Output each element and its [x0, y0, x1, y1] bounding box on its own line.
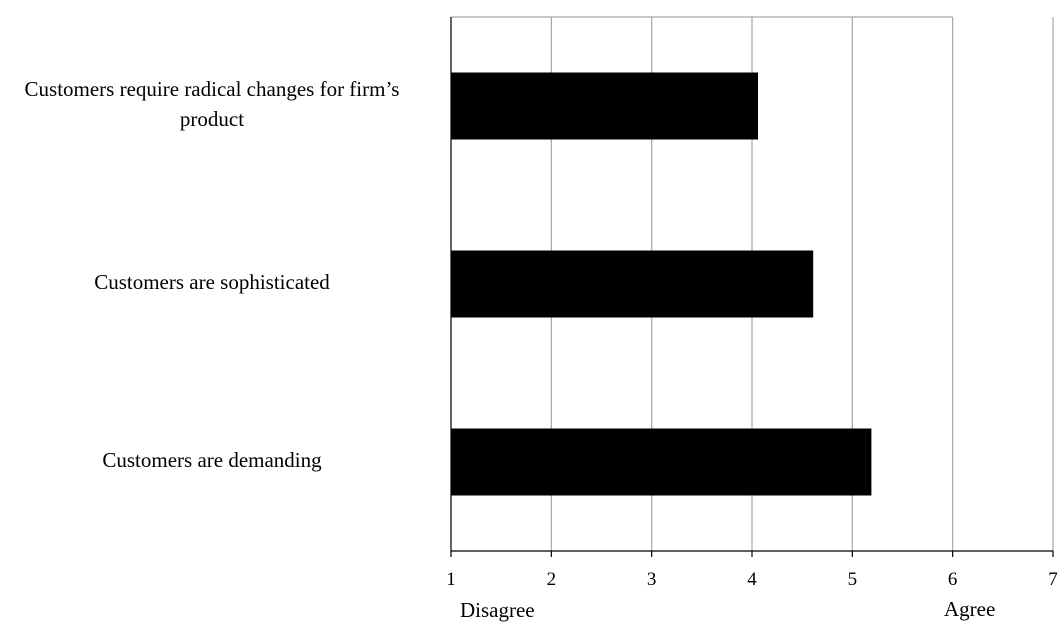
x-tick-label-1: 1 — [446, 569, 456, 590]
category-label-1: Customers require radical changes for fi… — [24, 77, 400, 131]
bars — [451, 72, 872, 496]
bar-2 — [451, 250, 814, 318]
scale-low-label: Disagree — [460, 598, 535, 622]
tick-labels: 1 2 3 4 5 6 7 — [446, 551, 1058, 590]
bar-3 — [451, 428, 872, 496]
category-label-2: Customers are sophisticated — [94, 270, 330, 294]
x-tick-label-5: 5 — [848, 569, 858, 590]
x-tick-label-7: 7 — [1048, 569, 1058, 590]
x-tick-label-6: 6 — [948, 569, 958, 590]
x-tick-label-2: 2 — [547, 569, 557, 590]
x-tick-label-3: 3 — [647, 569, 657, 590]
category-label-3: Customers are demanding — [102, 448, 322, 472]
x-tick-label-4: 4 — [747, 569, 757, 590]
scale-high-label: Agree — [944, 597, 996, 621]
bar-1 — [451, 72, 759, 140]
